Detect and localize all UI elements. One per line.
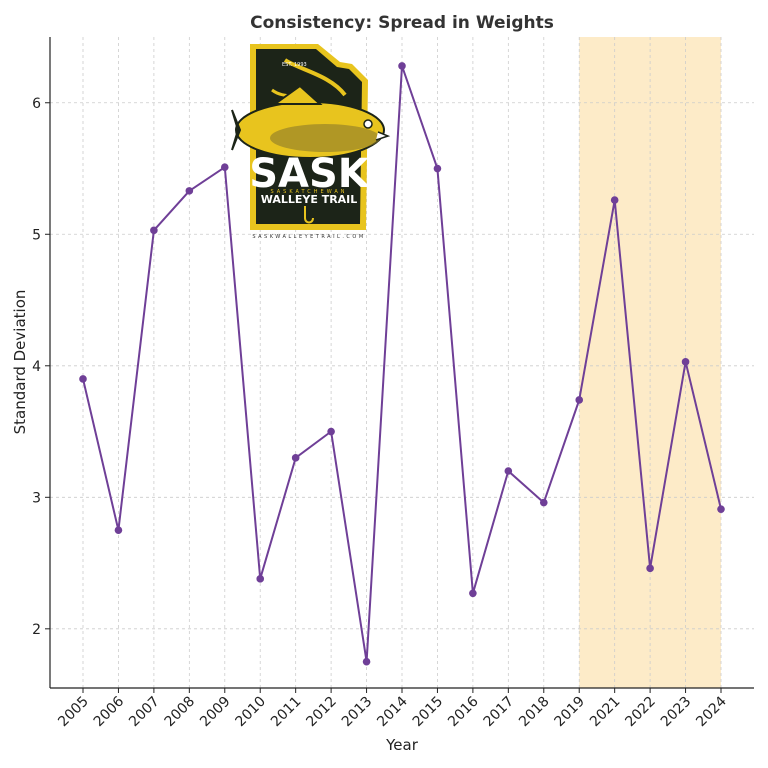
logo-sub: SASKATCHEWAN	[270, 189, 347, 195]
x-tick-label: 2016	[445, 693, 482, 730]
data-point	[185, 187, 194, 195]
data-point	[398, 62, 406, 70]
walleye-fish-eye	[363, 119, 373, 129]
data-point	[681, 358, 690, 366]
x-tick-label: 2009	[197, 694, 234, 731]
x-tick-label: 2015	[410, 694, 447, 731]
data-point	[469, 589, 477, 598]
logo-name: WALLEYE TRAIL	[261, 193, 358, 206]
data-point	[150, 226, 158, 235]
logo-brand: SASK	[249, 151, 371, 197]
x-axis-label: Year	[385, 736, 419, 754]
data-point	[610, 196, 619, 204]
logo-fish-swirl	[283, 58, 347, 97]
y-tick-label: 5	[32, 227, 41, 243]
y-tick-label: 6	[32, 96, 41, 112]
data-point	[114, 526, 123, 534]
data-point	[291, 454, 300, 462]
x-tick-label: 2010	[233, 694, 270, 731]
data-point	[504, 467, 513, 475]
sask-walleye-trail-logo: EST. 1993 SASK SASKATCHEWAN WALLEYE TRAI…	[231, 44, 391, 240]
x-tick-label: 2024	[693, 693, 730, 730]
data-point	[79, 375, 87, 383]
logo-est: EST. 1993	[282, 62, 307, 68]
x-tick-label: 2013	[339, 694, 376, 731]
x-tick-label: 2008	[162, 694, 199, 731]
x-tick-label: 2007	[126, 694, 163, 731]
data-point	[646, 564, 654, 573]
walleye-fish-shade	[270, 124, 380, 152]
data-point	[256, 575, 265, 583]
x-tick-label: 2018	[516, 694, 553, 731]
data-point	[717, 505, 725, 513]
y-tick-label: 2	[32, 622, 41, 638]
data-point	[433, 164, 442, 173]
x-tick-label: 2012	[303, 694, 340, 731]
x-tick-label: 2017	[481, 694, 518, 731]
walleye-fish-tail	[231, 109, 242, 151]
y-tick-label: 4	[32, 359, 41, 375]
data-point	[575, 396, 584, 404]
y-tick-label: 3	[32, 490, 41, 506]
x-tick-label: 2011	[268, 694, 305, 731]
data-point	[220, 163, 229, 171]
x-tick-label: 2021	[587, 694, 624, 731]
x-tick-label: 2005	[55, 694, 92, 731]
data-point	[362, 657, 371, 666]
logo-fishhook	[304, 206, 314, 224]
x-tick-label: 2023	[658, 694, 695, 731]
walleye-fish-fin	[271, 84, 323, 105]
x-tick-label: 2006	[91, 693, 128, 730]
chart-title: Consistency: Spread in Weights	[250, 13, 554, 33]
walleye-fish-mouth	[375, 131, 391, 141]
x-tick-label: 2014	[374, 693, 411, 730]
x-tick-label: 2019	[552, 694, 589, 731]
x-tick-label: 2022	[622, 694, 659, 731]
data-point	[539, 498, 548, 507]
y-axis-label: Standard Deviation	[11, 290, 29, 435]
data-point	[327, 427, 335, 436]
logo-url: SASKWALLEYETRAIL.COM	[252, 234, 365, 240]
